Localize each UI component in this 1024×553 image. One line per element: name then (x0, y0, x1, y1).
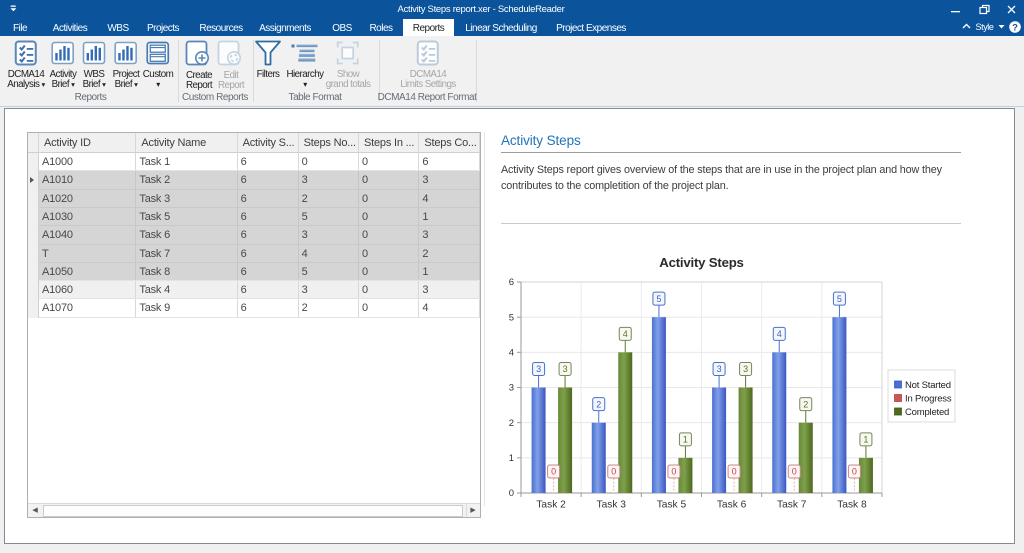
svg-text:2: 2 (509, 418, 514, 429)
svg-text:5: 5 (837, 294, 842, 304)
svg-text:Task 5: Task 5 (657, 500, 687, 511)
svg-text:6: 6 (509, 277, 514, 288)
svg-text:In Progress: In Progress (905, 394, 952, 405)
svg-text:3: 3 (536, 364, 541, 374)
svg-text:3: 3 (563, 364, 568, 374)
svg-text:2: 2 (803, 399, 808, 409)
svg-text:0: 0 (671, 467, 676, 477)
svg-text:1: 1 (509, 453, 514, 464)
svg-text:0: 0 (551, 467, 556, 477)
svg-text:Task 2: Task 2 (536, 500, 566, 511)
svg-text:2: 2 (596, 399, 601, 409)
svg-text:0: 0 (792, 467, 797, 477)
svg-text:5: 5 (509, 312, 514, 323)
svg-text:5: 5 (656, 294, 661, 304)
svg-text:0: 0 (509, 488, 514, 499)
svg-text:?: ? (1012, 22, 1018, 33)
svg-text:3: 3 (743, 364, 748, 374)
svg-text:Task 3: Task 3 (597, 500, 627, 511)
svg-text:4: 4 (623, 329, 628, 339)
svg-text:Completed: Completed (905, 407, 949, 418)
svg-text:Not Started: Not Started (905, 380, 951, 391)
svg-text:Task 7: Task 7 (777, 500, 807, 511)
svg-text:1: 1 (863, 435, 868, 445)
svg-text:Activity Steps: Activity Steps (659, 255, 743, 270)
svg-text:0: 0 (611, 467, 616, 477)
svg-text:0: 0 (852, 467, 857, 477)
svg-text:0: 0 (732, 467, 737, 477)
svg-text:3: 3 (717, 364, 722, 374)
svg-text:4: 4 (509, 348, 514, 359)
svg-text:Task 6: Task 6 (717, 500, 747, 511)
svg-text:1: 1 (683, 435, 688, 445)
svg-text:3: 3 (509, 383, 514, 394)
svg-text:Task 8: Task 8 (837, 500, 867, 511)
svg-text:4: 4 (777, 329, 782, 339)
